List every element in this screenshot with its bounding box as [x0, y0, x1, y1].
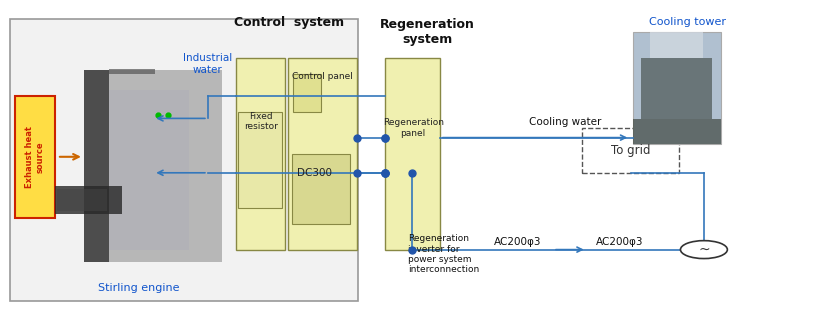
Bar [10, 19, 358, 301]
Bar [238, 112, 282, 208]
Bar [109, 90, 189, 250]
Text: Regeneration
panel: Regeneration panel [383, 118, 443, 138]
Bar [650, 32, 703, 58]
Text: Stirling engine: Stirling engine [97, 283, 179, 293]
Text: Cooling tower: Cooling tower [649, 17, 726, 28]
Bar [84, 70, 222, 262]
Bar [633, 32, 721, 144]
Text: AC200φ3: AC200φ3 [494, 236, 541, 247]
Text: Control  system: Control system [234, 16, 344, 29]
Bar [385, 58, 440, 250]
Text: Fixed
resistor: Fixed resistor [244, 112, 277, 131]
Text: ~: ~ [698, 243, 710, 257]
Text: Regeneration
system: Regeneration system [380, 18, 475, 46]
Bar [292, 154, 350, 224]
Text: Control panel: Control panel [292, 72, 353, 81]
Bar [84, 70, 109, 262]
Text: Exhaust heat
source: Exhaust heat source [25, 126, 45, 188]
Text: Regeneration
inverter for
power system
interconnection: Regeneration inverter for power system i… [408, 234, 479, 275]
Text: Cooling water: Cooling water [530, 116, 602, 127]
Bar [633, 119, 721, 144]
Bar [55, 186, 122, 214]
Bar [57, 189, 107, 211]
Text: AC200φ3: AC200φ3 [597, 236, 644, 247]
Bar [109, 69, 155, 74]
Bar [582, 128, 679, 173]
Bar [293, 74, 321, 112]
Bar [236, 58, 285, 250]
Bar [642, 58, 711, 119]
Text: Industrial
water: Industrial water [184, 53, 232, 75]
Bar [15, 96, 55, 218]
Text: To grid: To grid [611, 144, 651, 157]
Bar [288, 58, 357, 250]
Text: DC300: DC300 [297, 168, 332, 178]
Circle shape [680, 241, 727, 259]
